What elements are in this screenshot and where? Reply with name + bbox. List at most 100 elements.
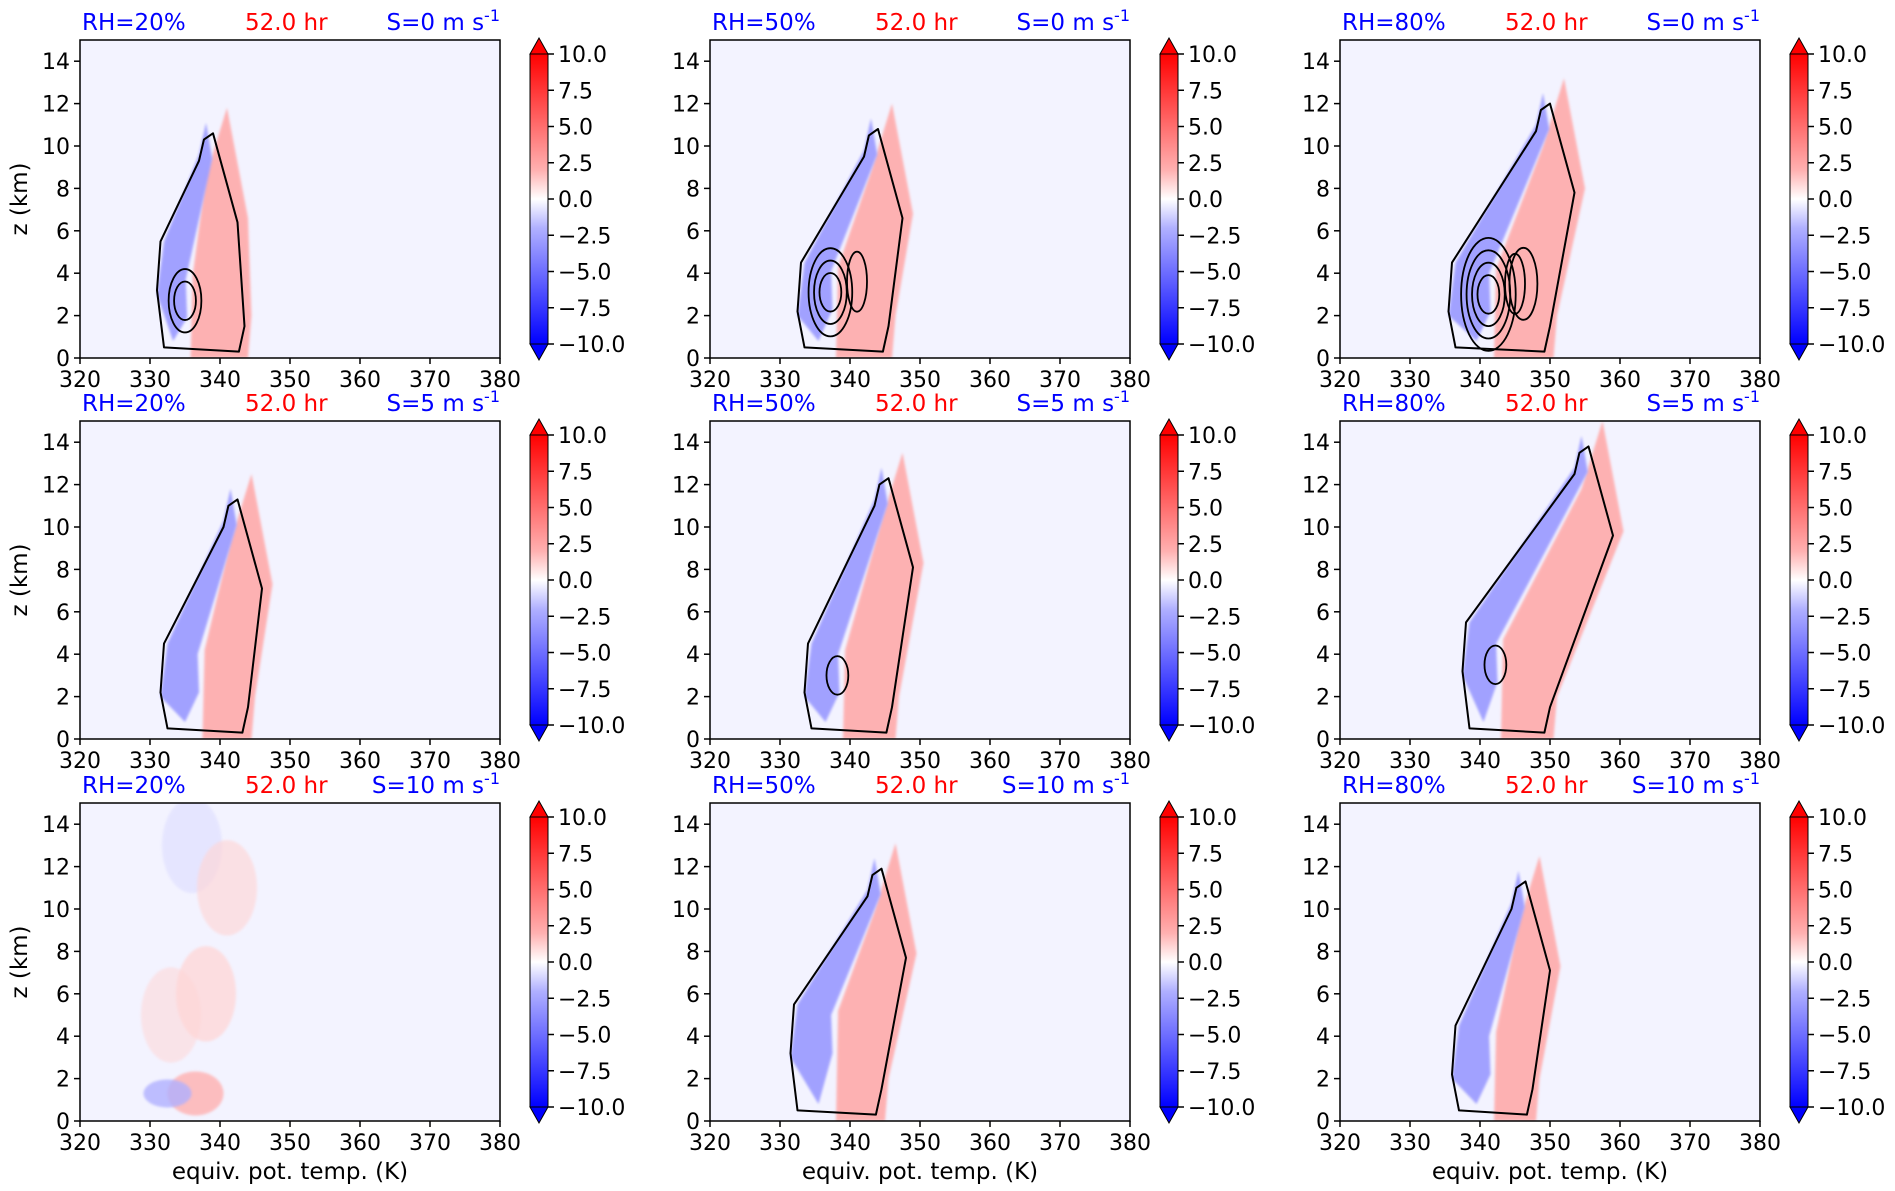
y-tick-label: 14 — [672, 431, 700, 456]
neg-anomaly — [143, 1079, 192, 1108]
y-tick-label: 14 — [672, 813, 700, 838]
x-tick-label: 320 — [689, 1131, 731, 1156]
colorbar-tick-label: 10.0 — [1818, 424, 1867, 449]
shear-label: S=5 m s-1 — [1017, 387, 1130, 417]
y-tick-label: 4 — [56, 643, 70, 668]
colorbar-tick-label: 2.5 — [558, 152, 593, 177]
colorbar-tick-label: 7.5 — [1818, 460, 1853, 485]
y-tick-label: 2 — [56, 1068, 70, 1093]
y-tick-label: 4 — [56, 262, 70, 287]
colorbar-tick-label: −7.5 — [558, 1060, 611, 1085]
y-tick-label: 2 — [686, 305, 700, 330]
x-tick-label: 370 — [1039, 749, 1081, 774]
time-label: 52.0 hr — [875, 10, 958, 36]
rh-label: RH=80% — [1342, 773, 1446, 799]
colorbar-extend-max — [1789, 417, 1809, 436]
y-tick-label: 8 — [56, 940, 70, 965]
x-tick-label: 360 — [339, 749, 381, 774]
x-tick-label: 340 — [199, 749, 241, 774]
time-label: 52.0 hr — [245, 391, 328, 417]
colorbar-extend-min — [1789, 1106, 1809, 1125]
colorbar-tick-label: −10.0 — [558, 1096, 625, 1121]
colorbar-extend-max — [1159, 36, 1179, 55]
shear-label: S=0 m s-1 — [387, 6, 500, 36]
rh-label: RH=50% — [712, 773, 816, 799]
y-tick-label: 0 — [686, 728, 700, 753]
colorbar-tick-label: −5.0 — [558, 261, 611, 286]
panel-rh50-s0: 320 330 340 350 360 370 380 0 2 4 6 8 10 12 14 RH=50% 52… — [672, 6, 1255, 393]
panel-rh80-s5: 320 330 340 350 360 370 380 0 2 4 6 8 10 12 14 RH=80% 52… — [1302, 387, 1885, 774]
y-tick-label: 12 — [1302, 93, 1330, 118]
y-tick-label: 6 — [1316, 983, 1330, 1008]
x-tick-label: 370 — [409, 749, 451, 774]
pos-anomaly-band — [843, 452, 924, 739]
colorbar-tick-label: 7.5 — [558, 460, 593, 485]
contour-line — [1447, 102, 1576, 353]
colorbar-extend-max — [529, 799, 549, 818]
panel-rh50-s10: 320 330 340 350 360 370 380 0 2 4 6 8 10 12 14 RH=50% 52… — [672, 769, 1255, 1185]
y-tick-label: 10 — [672, 898, 700, 923]
colorbar-extend-max — [529, 417, 549, 436]
time-label: 52.0 hr — [245, 10, 328, 36]
colorbar-body — [529, 53, 549, 345]
y-tick-label: 6 — [1316, 601, 1330, 626]
y-tick-label: 4 — [686, 262, 700, 287]
x-tick-label: 370 — [409, 1131, 451, 1156]
y-tick-label: 6 — [1316, 220, 1330, 245]
colorbar-tick-label: 0.0 — [1188, 951, 1223, 976]
time-label: 52.0 hr — [1505, 10, 1588, 36]
y-tick-label: 2 — [56, 305, 70, 330]
y-tick-label: 4 — [56, 1025, 70, 1050]
colorbar-body — [1159, 53, 1179, 345]
y-tick-label: 2 — [1316, 305, 1330, 330]
colorbar-tick-label: −2.5 — [1188, 224, 1241, 249]
y-tick-label: 10 — [42, 516, 70, 541]
x-tick-label: 370 — [1039, 1131, 1081, 1156]
colorbar-tick-label: 5.0 — [1818, 879, 1853, 904]
colorbar-extend-max — [1159, 799, 1179, 818]
x-tick-label: 320 — [59, 749, 101, 774]
colorbar-tick-label: 5.0 — [558, 116, 593, 141]
rh-label: RH=50% — [712, 10, 816, 36]
contour-line — [156, 132, 246, 353]
colorbar-body — [529, 816, 549, 1108]
x-tick-label: 350 — [269, 368, 311, 393]
x-axis-label: equiv. pot. temp. (K) — [172, 1159, 408, 1185]
colorbar-tick-label: 2.5 — [1818, 533, 1853, 558]
x-tick-label: 330 — [759, 368, 801, 393]
panel-rh20-s0: 320 330 340 350 360 370 380 0 2 4 6 8 10 12 14 RH=20% 52… — [7, 6, 625, 393]
colorbar-tick-label: −5.0 — [1818, 261, 1871, 286]
colorbar: 10.0 7.5 5.0 2.5 0.0 −2.5 −5.0 −7.5 −10.0 — [1159, 36, 1255, 362]
x-tick-label: 370 — [1669, 1131, 1711, 1156]
x-tick-label: 350 — [899, 1131, 941, 1156]
x-tick-label: 380 — [1109, 368, 1151, 393]
x-tick-label: 320 — [689, 368, 731, 393]
colorbar-extend-max — [1789, 799, 1809, 818]
colorbar-tick-label: −5.0 — [1188, 642, 1241, 667]
colorbar-tick-label: 10.0 — [1818, 43, 1867, 68]
y-tick-label: 0 — [1316, 1110, 1330, 1135]
colorbar-tick-label: 0.0 — [1188, 569, 1223, 594]
colorbar-tick-label: 5.0 — [1188, 879, 1223, 904]
contour-line — [167, 268, 203, 334]
x-tick-label: 380 — [1739, 749, 1781, 774]
colorbar-tick-label: −2.5 — [1818, 605, 1871, 630]
rh-label: RH=80% — [1342, 10, 1446, 36]
y-tick-label: 10 — [42, 135, 70, 160]
field-layer — [789, 843, 917, 1121]
time-label: 52.0 hr — [245, 773, 328, 799]
colorbar-extend-min — [1789, 724, 1809, 743]
x-axis-label: equiv. pot. temp. (K) — [1432, 1159, 1668, 1185]
x-tick-label: 370 — [1039, 368, 1081, 393]
x-tick-label: 380 — [1109, 749, 1151, 774]
x-tick-label: 370 — [1669, 749, 1711, 774]
plot-background — [710, 803, 1130, 1121]
x-tick-label: 350 — [899, 368, 941, 393]
colorbar-tick-label: 0.0 — [1818, 951, 1853, 976]
x-tick-label: 340 — [1459, 368, 1501, 393]
y-tick-label: 0 — [56, 347, 70, 372]
y-axis-label: z (km) — [7, 543, 33, 616]
x-tick-label: 360 — [1599, 368, 1641, 393]
x-tick-label: 320 — [689, 749, 731, 774]
plot-background — [80, 803, 500, 1121]
